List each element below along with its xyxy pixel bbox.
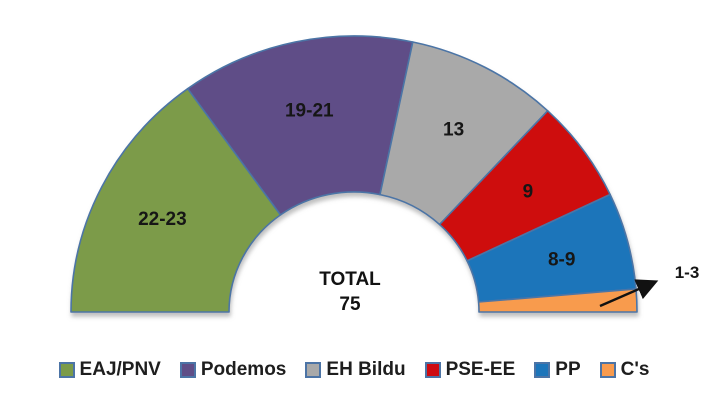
legend-item-eaj-pnv: EAJ/PNV: [58, 359, 161, 381]
legend-swatch-c-s: [599, 362, 616, 378]
legend-label-c-s: C's: [620, 359, 650, 380]
legend-item-c-s: C's: [599, 359, 650, 381]
legend-swatch-pp: [534, 362, 551, 378]
legend-item-pp: PP: [534, 359, 581, 381]
legend-item-pse-ee: PSE-EE: [424, 359, 516, 381]
legend-item-eh-bildu: EH Bildu: [305, 359, 406, 381]
legend-label-podemos: Podemos: [200, 359, 287, 380]
cs-callout-label: 1-3: [675, 263, 700, 282]
legend-label-eh-bildu: EH Bildu: [326, 359, 406, 380]
total-value: 75: [339, 294, 361, 315]
total-label: TOTAL: [319, 269, 381, 290]
legend-label-pp: PP: [555, 359, 581, 380]
legend-label-eaj-pnv: EAJ/PNV: [79, 359, 161, 380]
legend-swatch-eaj-pnv: [58, 362, 75, 378]
slice-label-pse-ee: 9: [523, 181, 534, 202]
legend-swatch-eh-bildu: [305, 362, 322, 378]
slice-label-eh-bildu: 13: [443, 120, 464, 141]
slice-labels-layer: 22-23 19-21 13 9 8-9: [138, 101, 575, 271]
slices-layer: [70, 35, 638, 313]
legend-label-pse-ee: PSE-EE: [445, 359, 516, 380]
legend-swatch-podemos: [179, 362, 196, 378]
slice-label-pp: 8-9: [548, 249, 575, 270]
cs-callout-arrow-icon: [599, 279, 659, 308]
slice-podemos: [186, 35, 414, 216]
legend: EAJ/PNV Podemos EH Bildu PSE-EE PP C's: [0, 359, 708, 381]
slice-label-eaj-pnv: 22-23: [138, 209, 187, 230]
slice-label-podemos: 19-21: [285, 101, 334, 122]
legend-item-podemos: Podemos: [179, 359, 287, 381]
legend-swatch-pse-ee: [424, 362, 441, 378]
